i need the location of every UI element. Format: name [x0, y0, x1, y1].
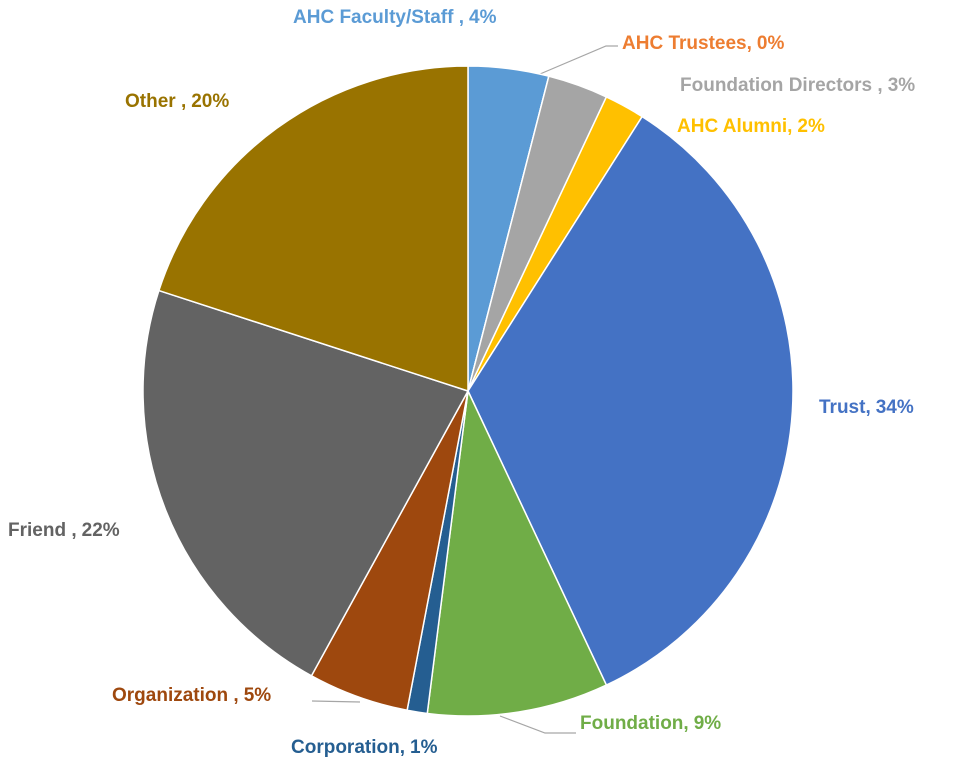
value-label: 0% — [757, 33, 785, 54]
category-name: Trust, — [819, 397, 871, 418]
data-label: Foundation Directors , 3% — [680, 75, 915, 96]
data-label: Other , 20% — [125, 91, 229, 112]
data-label: Foundation, 9% — [580, 713, 721, 734]
category-name: Organization , — [112, 685, 239, 706]
leader-line — [499, 715, 576, 734]
data-label: AHC Alumni, 2% — [677, 116, 825, 137]
value-label: 9% — [694, 713, 722, 734]
data-label: AHC Faculty/Staff , 4% — [293, 7, 497, 28]
pie-slice — [142, 289, 470, 677]
category-name: AHC Faculty/Staff , — [293, 7, 464, 28]
category-name: Corporation, — [291, 737, 405, 758]
value-label: 1% — [410, 737, 438, 758]
data-label: Trust, 34% — [819, 397, 914, 418]
value-label: 4% — [469, 7, 497, 28]
leader-line — [539, 45, 618, 75]
value-label: 3% — [888, 75, 916, 96]
value-label: 22% — [82, 520, 120, 541]
pie-slice — [467, 115, 794, 687]
data-label: Organization , 5% — [112, 685, 271, 706]
value-label: 2% — [797, 116, 825, 137]
pie-slice — [426, 388, 608, 717]
category-name: AHC Alumni, — [677, 116, 792, 137]
leader-line — [311, 700, 361, 703]
value-label: 20% — [191, 91, 229, 112]
pie-slice — [157, 65, 469, 393]
category-name: Foundation, — [580, 713, 689, 734]
category-name: Other , — [125, 91, 186, 112]
data-label: Friend , 22% — [8, 520, 120, 541]
category-name: Friend , — [8, 520, 77, 541]
category-name: AHC Trustees, — [622, 33, 752, 54]
value-label: 34% — [876, 397, 914, 418]
data-label: Corporation, 1% — [291, 737, 438, 758]
data-label: AHC Trustees, 0% — [622, 33, 784, 54]
value-label: 5% — [244, 685, 272, 706]
category-name: Foundation Directors , — [680, 75, 883, 96]
